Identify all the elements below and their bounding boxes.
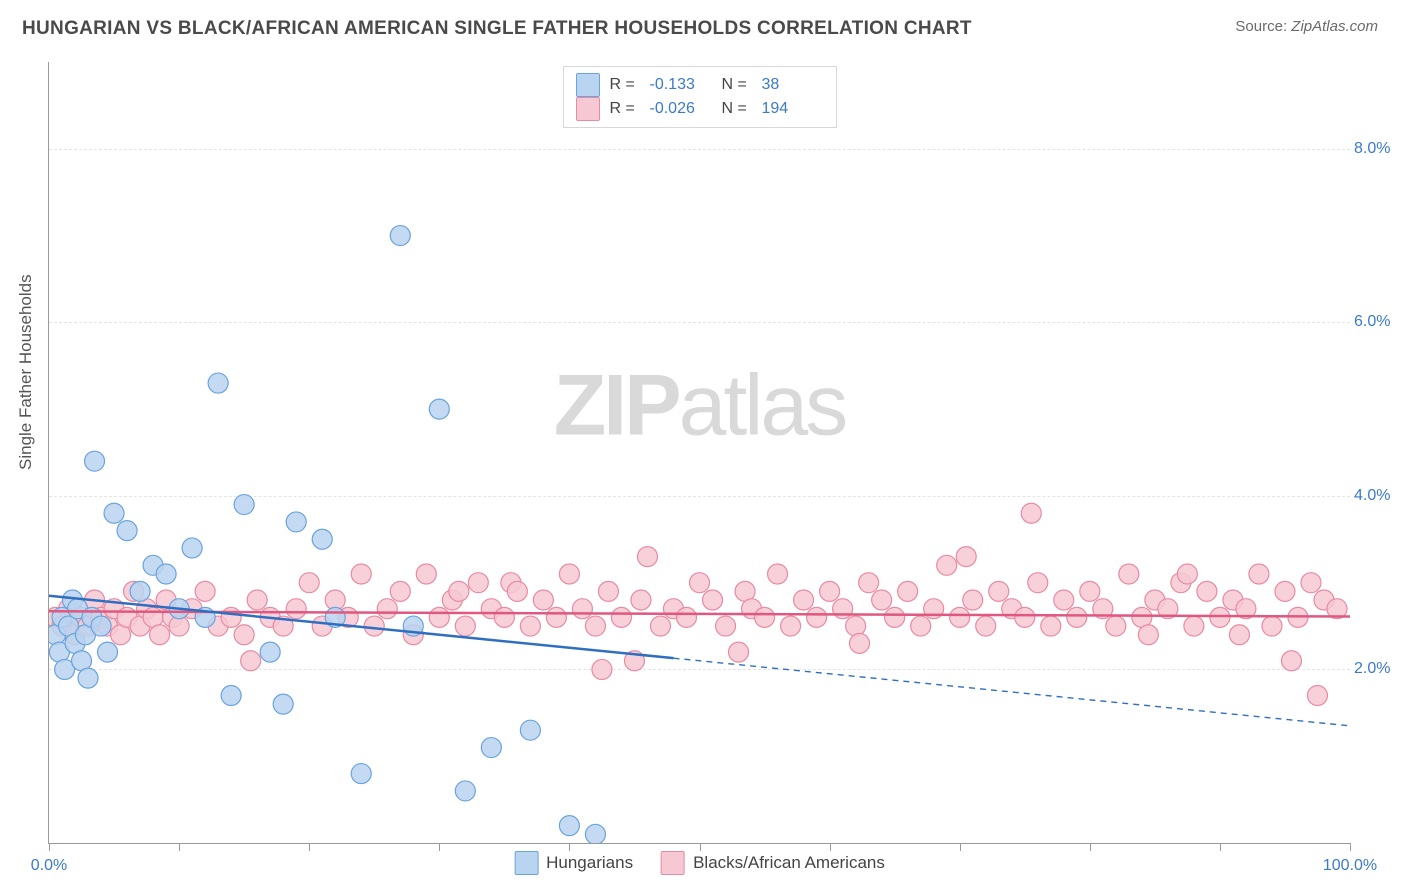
legend-swatch-0 [514,851,538,875]
x-tick [569,843,570,851]
y-tick-label: 2.0% [1354,660,1402,678]
y-tick-label: 6.0% [1354,313,1402,331]
x-tick [700,843,701,851]
x-tick [439,843,440,851]
x-tick-label: 0.0% [31,857,67,875]
stats-row-series-0: R =-0.133 N =38 [576,73,824,97]
stats-legend: R =-0.133 N =38 R =-0.026 N =194 [563,66,837,128]
series-legend: Hungarians Blacks/African Americans [514,851,885,875]
y-tick-label: 8.0% [1354,140,1402,158]
plot-area: ZIPatlas R =-0.133 N =38 R =-0.026 N =19… [48,62,1350,844]
x-tick [960,843,961,851]
chart-container: Single Father Households ZIPatlas R =-0.… [0,50,1406,892]
legend-swatch-1 [661,851,685,875]
x-tick [49,843,50,851]
x-tick [1090,843,1091,851]
swatch-series-1 [576,97,600,121]
stats-row-series-1: R =-0.026 N =194 [576,97,824,121]
scatter-svg [49,62,1350,843]
chart-title: HUNGARIAN VS BLACK/AFRICAN AMERICAN SING… [22,18,972,40]
y-axis-label: Single Father Households [16,274,36,470]
x-tick [1220,843,1221,851]
legend-item-0: Hungarians [514,851,633,875]
x-tick [179,843,180,851]
swatch-series-0 [576,73,600,97]
legend-item-1: Blacks/African Americans [661,851,885,875]
x-tick-label: 100.0% [1323,857,1377,875]
source-attribution: Source: ZipAtlas.com [1235,18,1378,35]
x-tick [1350,843,1351,851]
y-tick-label: 4.0% [1354,487,1402,505]
x-tick [830,843,831,851]
x-tick [309,843,310,851]
